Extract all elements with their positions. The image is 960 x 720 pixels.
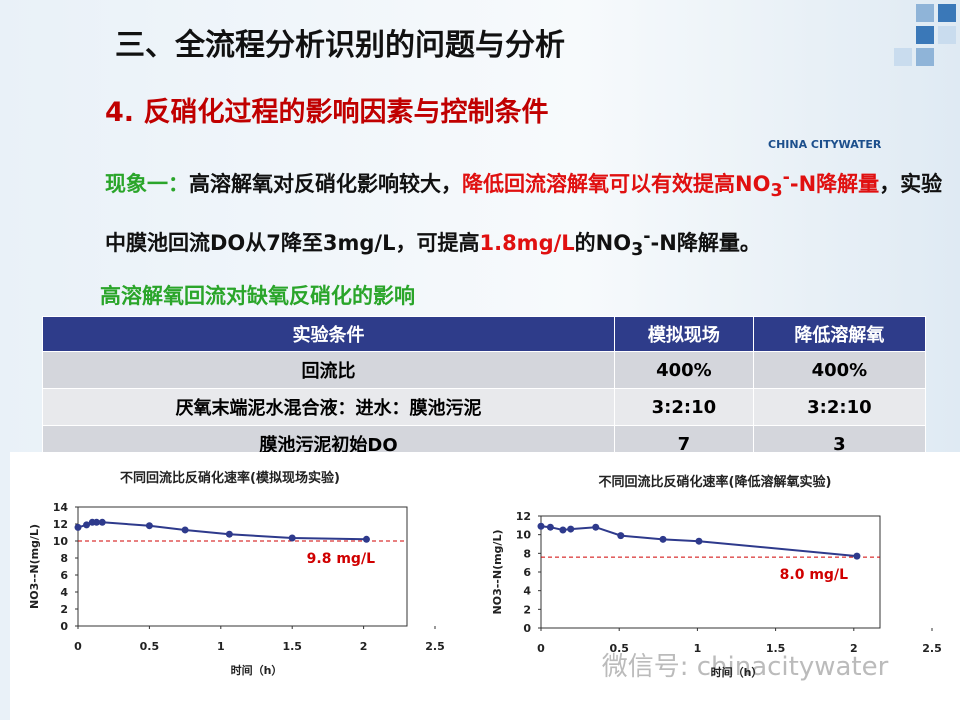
data-point bbox=[225, 530, 233, 538]
y-tick-label: 4 bbox=[523, 585, 531, 598]
y-tick-label: 10 bbox=[53, 535, 69, 548]
section-heading: 高溶解氧回流对缺氧反硝化的影响 bbox=[100, 284, 415, 308]
text: -N降解量 bbox=[789, 172, 880, 196]
data-point bbox=[853, 552, 861, 560]
x-tick-label: 0.5 bbox=[140, 640, 160, 653]
data-point bbox=[617, 532, 625, 540]
data-point bbox=[695, 537, 703, 545]
y-tick-label: 6 bbox=[523, 566, 531, 579]
cell: 3:2:10 bbox=[752, 388, 927, 426]
y-tick-label: 6 bbox=[60, 569, 68, 582]
y-tick-label: 14 bbox=[53, 501, 69, 514]
y-axis-label: NO3--N(mg/L) bbox=[491, 530, 504, 615]
text: - bbox=[782, 168, 790, 188]
x-tick-label: 1.5 bbox=[282, 640, 302, 653]
paragraph: 现象一：高溶解氧对反硝化影响较大，降低回流溶解氧可以有效提高NO3--N降解量，… bbox=[105, 155, 950, 273]
annotation: 9.8 mg/L bbox=[307, 551, 375, 567]
header-cell: 实验条件 bbox=[42, 316, 615, 352]
logo: CHINA CITYWATER bbox=[768, 138, 882, 151]
text: 现象一： bbox=[105, 172, 189, 196]
row: 回流比 400% 400% bbox=[42, 351, 927, 389]
text: 的NO bbox=[574, 231, 632, 256]
plot-frame bbox=[77, 506, 408, 627]
chart-title: 不同回流比反硝化速率(模拟现场实验) bbox=[120, 470, 340, 486]
corner-squares bbox=[894, 4, 956, 66]
data-point bbox=[592, 523, 600, 531]
y-tick-label: 12 bbox=[53, 518, 68, 531]
x-tick-label: 2.5 bbox=[922, 642, 942, 655]
y-tick-label: 8 bbox=[60, 552, 68, 565]
data-point bbox=[537, 522, 545, 530]
data-point bbox=[181, 526, 189, 534]
x-tick-label: 1.5 bbox=[766, 642, 786, 655]
y-tick-label: 10 bbox=[516, 529, 532, 542]
header-cell: 降低溶解氧 bbox=[752, 316, 927, 352]
text: ，实验中膜池回流DO从7降至3mg/L，可提高 bbox=[105, 172, 943, 256]
row: 厌氧末端泥水混合液：进水：膜池污泥 3:2:10 3:2:10 bbox=[42, 388, 927, 426]
x-tick-label: 2 bbox=[850, 642, 858, 655]
x-axis-label: 时间（h） bbox=[231, 663, 283, 677]
x-tick-label: 2.5 bbox=[425, 640, 445, 653]
charts-panel bbox=[10, 452, 960, 720]
text: 3 bbox=[770, 181, 783, 202]
x-tick-label: 2 bbox=[360, 640, 368, 653]
text: - bbox=[643, 227, 651, 248]
data-point bbox=[659, 535, 667, 543]
y-tick-label: 0 bbox=[60, 620, 68, 633]
data-point bbox=[74, 523, 82, 531]
y-tick-label: 4 bbox=[60, 586, 68, 599]
cell: 3:2:10 bbox=[614, 388, 754, 426]
y-tick-label: 2 bbox=[523, 603, 531, 616]
cell: 400% bbox=[614, 351, 754, 389]
y-tick-label: 2 bbox=[60, 603, 68, 616]
data-point bbox=[145, 522, 153, 530]
text: 降低回流溶解氧可以有效提高NO bbox=[462, 172, 771, 196]
data-point bbox=[83, 521, 91, 529]
cell: 400% bbox=[752, 351, 927, 389]
x-tick-label: 0.5 bbox=[609, 642, 629, 655]
y-tick-label: 12 bbox=[516, 510, 531, 523]
text: 1.8mg/L bbox=[479, 231, 575, 256]
data-point bbox=[559, 526, 567, 534]
text: 3 bbox=[631, 240, 644, 261]
data-line bbox=[77, 521, 367, 541]
cell: 回流比 bbox=[42, 351, 615, 389]
x-tick-label: 1 bbox=[217, 640, 225, 653]
data-point bbox=[93, 518, 101, 526]
annotation: 8.0 mg/L bbox=[780, 567, 848, 583]
title: 三、全流程分析识别的问题与分析 bbox=[115, 28, 565, 63]
chart-title: 不同回流比反硝化速率(降低溶解氧实验) bbox=[599, 474, 832, 490]
text: -N降解量。 bbox=[650, 231, 761, 256]
subtitle: 4. 反硝化过程的影响因素与控制条件 bbox=[105, 97, 549, 128]
y-tick-label: 8 bbox=[523, 547, 531, 560]
x-tick-label: 0 bbox=[74, 640, 82, 653]
y-axis-label: NO3--N(mg/L) bbox=[28, 524, 41, 609]
data-point bbox=[546, 523, 554, 531]
data-point bbox=[98, 518, 106, 526]
watermark: 微信号: chinacitywater bbox=[602, 652, 889, 682]
data-point bbox=[362, 535, 370, 543]
data-point bbox=[288, 534, 296, 542]
y-tick-label: 0 bbox=[523, 622, 531, 635]
header-cell: 模拟现场 bbox=[614, 316, 754, 352]
text: 高溶解氧对反硝化影响较大， bbox=[189, 172, 462, 196]
x-tick-label: 0 bbox=[537, 642, 545, 655]
data-point bbox=[567, 525, 575, 533]
x-axis-label: 时间（h） bbox=[711, 665, 763, 679]
x-tick-label: 1 bbox=[694, 642, 702, 655]
